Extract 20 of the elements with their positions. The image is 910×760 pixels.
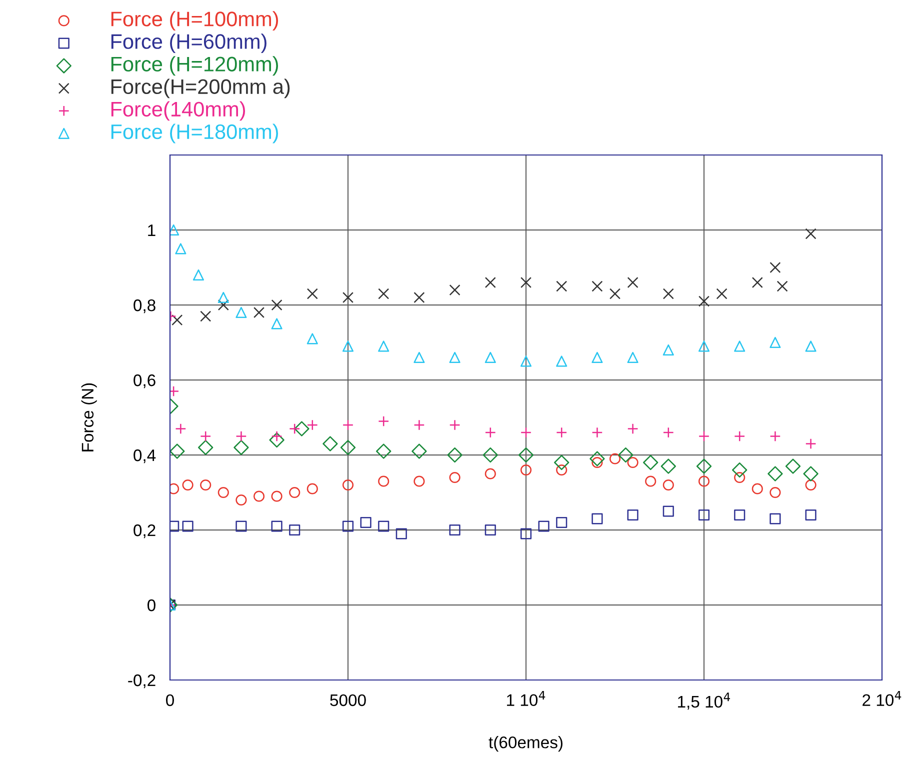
y-tick-label: 0,6 <box>134 374 156 388</box>
x-axis-title: t(60emes) <box>488 736 562 752</box>
legend-label: Force (H=120mm) <box>111 56 278 76</box>
legend-label: Force (H=180mm) <box>111 124 278 144</box>
y-tick-label: -0,2 <box>128 674 156 688</box>
x-tick-label: 5000 <box>330 694 366 706</box>
y-tick-label: 0,8 <box>134 299 156 314</box>
x-tick-label: 0 <box>166 694 174 706</box>
legend-label: Force(140mm) <box>111 101 246 121</box>
y-tick-label: 0,2 <box>134 524 156 538</box>
legend-label: Force (H=60mm) <box>111 34 266 54</box>
y-tick-label: 1 <box>148 224 156 236</box>
y-axis-title: Force (N) <box>81 383 97 452</box>
legend-label: Force (H=100mm) <box>111 11 278 30</box>
x-tick-label: 1,5 10$^{4}$ <box>678 692 730 710</box>
y-tick-label: 0,4 <box>134 449 156 464</box>
x-tick-label: 2 10$^{4}$ <box>862 690 902 706</box>
y-tick-label: 0 <box>147 599 156 612</box>
x-tick-label: 1 10$^{4}$ <box>507 690 546 706</box>
legend-label: Force(H=200mm a) <box>111 78 290 98</box>
